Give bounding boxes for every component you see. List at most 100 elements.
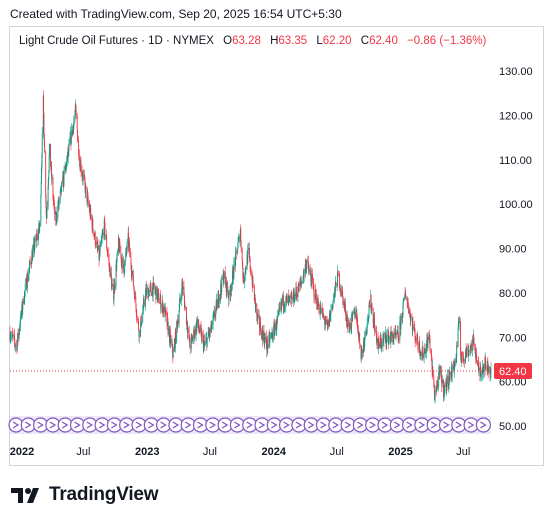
event-marker [328,417,344,433]
event-marker [377,417,393,433]
candle [215,299,217,314]
candle [436,382,438,393]
candle [358,330,360,341]
candle [170,335,172,348]
candle [14,338,16,351]
candle [307,255,309,275]
candle [75,106,77,119]
candle [351,312,353,334]
candle [485,354,486,363]
candle [45,150,47,202]
candle [400,313,402,327]
candle [247,242,249,258]
candle [175,328,177,344]
candle [473,337,475,351]
candle [36,230,38,241]
candle [383,331,385,339]
candle [51,172,53,183]
candle [242,262,244,283]
candle [446,369,448,388]
candle [318,302,320,314]
candle [390,326,392,349]
candle [291,292,293,305]
candle [286,293,288,304]
candle [263,325,265,344]
candle [160,289,162,314]
x-tick-label: Jul [456,446,470,458]
candle [460,317,461,357]
y-tick-label: 100.00 [499,199,533,211]
event-marker [192,417,209,433]
candle [284,303,285,313]
candle [218,293,220,308]
candle [32,244,33,261]
event-marker [340,417,356,433]
candle [261,327,263,339]
candle [361,345,363,358]
candle [395,324,397,340]
candle [177,314,179,327]
candle [385,335,387,350]
candle [27,269,29,283]
candle [202,329,204,354]
candle [165,310,167,316]
price-chart[interactable]: 50.00 60.00 70.00 80.00 90.00 100.00 110.00 120… [0,0,554,470]
candle [369,299,371,308]
candle [399,315,401,344]
candle [443,395,445,402]
event-marker [205,417,221,433]
candle [235,248,237,260]
chart-legend: Light Crude Oil Futures · 1D · NYMEX O63… [19,35,486,47]
candle [253,284,255,304]
candle [406,296,408,308]
candle [386,329,388,349]
candle [112,283,114,287]
legend-close-key: C [360,35,370,47]
candle [201,331,203,343]
candle [361,349,363,360]
candle [463,359,465,368]
event-marker [365,417,381,433]
candle [364,330,366,348]
candle [448,384,450,393]
candle [330,303,332,323]
candle [209,327,211,343]
y-tick-label: 130.00 [499,66,533,78]
candle [250,266,252,277]
candle [461,351,463,364]
candle [395,331,397,338]
candle [95,239,97,249]
candle [228,289,230,305]
candle [412,324,414,332]
candle [320,307,322,314]
candle [342,296,344,308]
candle [111,279,113,289]
candle [392,333,394,345]
candle [49,143,50,160]
candle [24,278,26,297]
candle [424,343,426,355]
chart-frame [9,26,544,466]
candle [456,341,458,349]
candle [56,212,58,225]
candle [313,284,315,303]
candle [50,143,51,167]
candle [429,348,431,354]
candle [264,332,266,348]
candle [150,291,152,296]
candle [458,316,460,331]
candle [488,364,490,374]
candle [490,362,492,379]
candle [305,263,307,276]
candle [238,233,240,240]
candle [417,337,419,353]
candle [300,275,302,291]
candle [429,329,431,340]
legend-close: 62.40 [369,35,398,47]
candle [259,315,260,336]
candle [86,189,88,208]
candle [256,302,258,322]
tradingview-logo[interactable]: TradingView [11,484,159,506]
candle [437,380,439,390]
candle [110,266,112,281]
